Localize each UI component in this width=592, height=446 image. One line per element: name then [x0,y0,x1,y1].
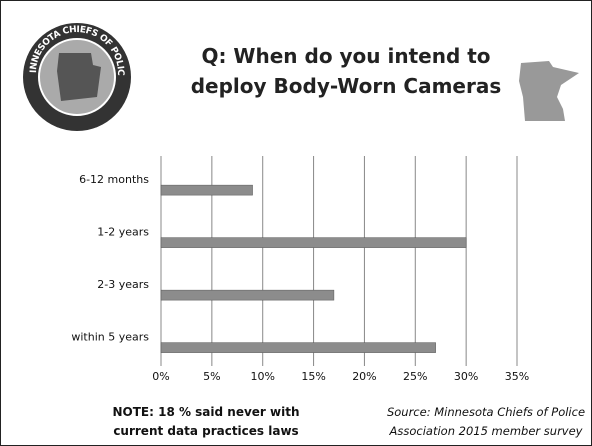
x-tick-label: 5% [203,370,220,383]
x-tick-label: 35% [505,370,529,383]
bar [160,342,436,353]
plot-area: 0% 5% 10% 15% 20% 25% 30% 35% 6-12 months 1-2 yea… [71,156,529,383]
y-tick-label: 6-12 months [79,173,149,186]
bar [160,184,253,196]
bar [160,237,467,248]
x-tick-label: 0% [152,370,169,383]
y-tick-label: 2-3 years [97,278,149,291]
logo: MINNESOTA CHIEFS OF POLICE [1,1,131,131]
x-tick-label: 20% [352,370,376,383]
x-tick-label: 30% [454,370,478,383]
x-tick-label: 25% [403,370,427,383]
y-tick-label: 1-2 years [97,226,149,239]
logo-state [57,53,101,101]
slide-title: Q: When do you intend to deploy Body-Wor… [190,44,502,98]
x-tick-label: 10% [250,370,274,383]
state-map [519,61,579,121]
x-tick-label: 15% [301,370,325,383]
bar [160,289,335,301]
y-tick-label: within 5 years [71,331,149,344]
source: Source: Minnesota Chiefs of Police Assoc… [386,405,586,438]
note: NOTE: 18 % said never with current data … [112,405,300,438]
